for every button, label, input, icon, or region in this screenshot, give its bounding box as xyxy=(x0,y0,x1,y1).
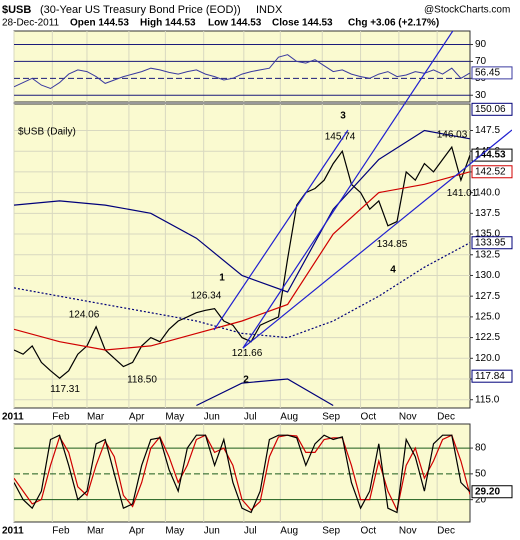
x-tick-label: Aug xyxy=(280,412,298,423)
quote-field: Low 144.53 xyxy=(208,18,262,29)
y-tick-label: 70 xyxy=(475,56,487,67)
x-tick-label: Jun xyxy=(204,526,220,537)
x-tick-label: Feb xyxy=(52,412,70,423)
price-annotation: 145.74 xyxy=(325,132,356,143)
price-annotation: 134.85 xyxy=(377,239,408,250)
series-group xyxy=(14,434,470,514)
rsi-panel xyxy=(13,30,471,103)
x-tick-label: 2011 xyxy=(2,526,24,537)
last-value-box xyxy=(471,236,513,250)
last-value-label: 29.20 xyxy=(475,486,500,497)
price-annotation: 124.06 xyxy=(69,309,100,320)
x-tick-label: Jun xyxy=(204,412,220,423)
quote-field: Chg +3.06 (+2.17%) xyxy=(348,18,439,29)
y-tick-label: 30 xyxy=(475,90,487,101)
y-tick-label: 135.0 xyxy=(475,229,500,240)
quote-field: Close 144.53 xyxy=(272,18,333,29)
quote-field: High 144.53 xyxy=(140,18,196,29)
last-value-box xyxy=(471,148,513,162)
x-tick-label: Mar xyxy=(87,412,105,423)
watermark: @StockCharts.com xyxy=(424,5,510,16)
price-annotation: 121.66 xyxy=(232,348,263,359)
price-annotation: 126.34 xyxy=(191,290,222,301)
series-line xyxy=(196,378,334,407)
price-annotation: 146.03 xyxy=(437,129,468,140)
last-value-label: 56.45 xyxy=(475,68,500,79)
trend-line xyxy=(213,129,349,331)
x-tick-label: Apr xyxy=(129,526,145,537)
x-tick-label: Dec xyxy=(437,526,455,537)
y-tick-label: 127.5 xyxy=(475,291,500,302)
series-line xyxy=(14,434,470,514)
series-group xyxy=(14,129,470,407)
trend-lines xyxy=(213,31,512,349)
y-tick-label: 115.0 xyxy=(475,394,500,405)
series-group xyxy=(14,54,470,90)
last-value-label: 150.06 xyxy=(475,104,506,115)
x-tick-label: Nov xyxy=(399,412,417,423)
x-tick-label: 2011 xyxy=(2,412,24,423)
last-value-label: 117.84 xyxy=(475,371,505,382)
last-value-box xyxy=(471,66,513,80)
exchange: INDX xyxy=(256,4,283,16)
trend-line xyxy=(242,129,512,349)
y-tick-label: 137.5 xyxy=(475,208,500,219)
x-tick-label: Jul xyxy=(244,526,257,537)
x-tick-label: Aug xyxy=(280,526,298,537)
x-tick-label: Oct xyxy=(361,412,377,423)
quote-fields: Open 144.53 High 144.53 Low 144.53 Close 14… xyxy=(70,18,439,29)
last-value-label: 133.95 xyxy=(475,237,506,248)
wave-label: 4 xyxy=(390,265,396,276)
symbol: $USB xyxy=(2,4,31,16)
x-tick-label: Sep xyxy=(322,412,340,423)
y-tick-label: 122.5 xyxy=(475,332,500,343)
quote-field: Open 144.53 xyxy=(70,18,129,29)
y-tick-label: 132.5 xyxy=(475,249,500,260)
instrument-name: (30-Year US Treasury Bond Price (EOD)) xyxy=(40,4,241,16)
y-tick-label: 125.0 xyxy=(475,312,500,323)
last-value-box xyxy=(471,165,513,179)
last-value-box xyxy=(471,102,513,116)
trend-line xyxy=(242,31,454,349)
x-tick-label: May xyxy=(165,526,184,537)
y-tick-label: 120.0 xyxy=(475,353,500,364)
panel-label: $USB (Daily) xyxy=(18,127,76,138)
series-line xyxy=(14,54,470,90)
y-tick-label: 50 xyxy=(475,469,487,480)
series-line xyxy=(14,242,470,339)
price-panel xyxy=(13,103,471,409)
series-line xyxy=(14,434,470,512)
wave-label: 2 xyxy=(243,375,249,386)
wave-label: 3 xyxy=(340,111,346,122)
y-tick-label: 140.0 xyxy=(475,187,500,198)
y-tick-label: 90 xyxy=(475,39,487,50)
series-line xyxy=(14,145,470,379)
price-annotation: 117.31 xyxy=(50,384,80,395)
quote-date: 28-Dec-2011 xyxy=(2,18,60,29)
price-annotation: 118.50 xyxy=(127,374,157,385)
y-tick-label: 80 xyxy=(475,443,487,454)
x-tick-label: Feb xyxy=(52,526,70,537)
last-value-label: 142.52 xyxy=(475,166,506,177)
y-tick-label: 20 xyxy=(475,494,487,505)
x-tick-label: Oct xyxy=(361,526,377,537)
x-tick-label: May xyxy=(165,412,184,423)
series-line xyxy=(14,171,470,351)
x-tick-label: Dec xyxy=(437,412,455,423)
x-tick-label: Mar xyxy=(87,526,105,537)
last-value-box xyxy=(471,369,513,383)
wave-label: 1 xyxy=(219,273,225,284)
x-tick-label: Nov xyxy=(399,526,417,537)
x-tick-label: Apr xyxy=(129,412,145,423)
y-tick-label: 130.0 xyxy=(475,270,500,281)
last-value-box xyxy=(471,485,513,499)
x-tick-label: Sep xyxy=(322,526,340,537)
series-line xyxy=(14,129,470,293)
y-tick-label: 147.5 xyxy=(475,125,500,136)
last-value-label: 144.53 xyxy=(475,150,506,161)
x-tick-label: Jul xyxy=(244,412,257,423)
plot-layer: 9070503056.45147.5145.0142.5140.0137.513… xyxy=(2,31,513,537)
price-annotation: 141.01 xyxy=(447,188,478,199)
